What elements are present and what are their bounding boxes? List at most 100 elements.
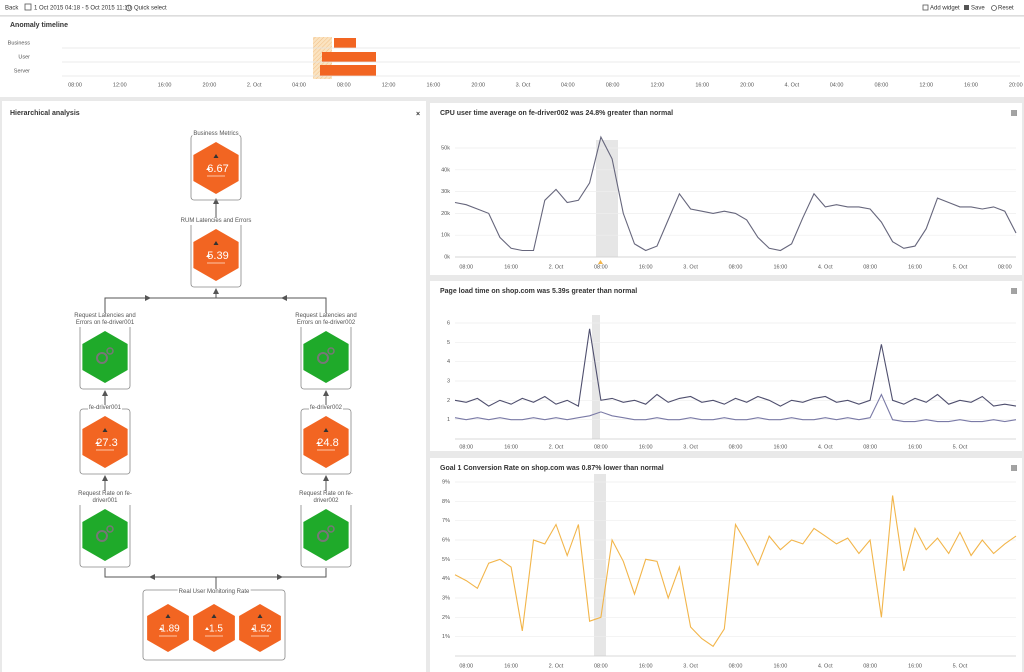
x-tick-label: 08:00 [998, 264, 1012, 270]
line [454, 393, 1017, 423]
date-range[interactable]: 1 Oct 2015 04:18 - 5 Oct 2015 11:10 [34, 6, 132, 12]
x-tick-label: 16:00 [908, 663, 922, 669]
hexagon [193, 229, 239, 281]
node-label: fe-driver001 [87, 405, 123, 412]
timeline-tick-label: 08:00 [875, 82, 889, 88]
hierarchy-title: Hierarchical analysis [10, 110, 80, 117]
x-tick-label: 08:00 [863, 264, 877, 270]
hexagon [303, 416, 349, 468]
hexagon [147, 604, 189, 652]
x-tick-label: 3. Oct [683, 663, 698, 669]
x-tick-label: 16:00 [639, 264, 653, 270]
timeline-tick-label: 20:00 [471, 82, 485, 88]
y-tick-label: 9% [442, 479, 450, 485]
timeline-tick-label: 3. Oct [516, 82, 531, 88]
gear-icon [327, 525, 335, 533]
x-tick-label: 16:00 [504, 444, 518, 450]
node-label: Request Rate on fe-driver001 [68, 491, 142, 505]
x-tick-label: 5. Oct [953, 663, 968, 669]
timeline-tick-label: 16:00 [427, 82, 441, 88]
anomaly-bar [320, 65, 376, 76]
reset-button[interactable]: Reset [998, 6, 1014, 12]
timeline-title: Anomaly timeline [10, 22, 68, 29]
chart-title: Goal 1 Conversion Rate on shop.com was 0… [440, 465, 664, 472]
y-tick-label: 40k [441, 167, 450, 173]
chart-panel [430, 281, 1022, 451]
clock-icon [125, 4, 133, 12]
x-tick-label: 16:00 [773, 264, 787, 270]
timeline-tick-label: 16:00 [695, 82, 709, 88]
x-tick-label: 2. Oct [549, 444, 564, 450]
up-icon [206, 254, 211, 257]
timeline-tick-label: 04:00 [561, 82, 575, 88]
add-widget[interactable]: Add widget [930, 6, 960, 12]
x-tick-label: 16:00 [639, 663, 653, 669]
warning-icon [211, 614, 217, 618]
y-tick-label: 2% [442, 615, 450, 621]
anomaly-band [596, 140, 618, 257]
chart-title: CPU user time average on fe-driver002 wa… [440, 110, 673, 117]
x-tick-label: 4. Oct [818, 264, 833, 270]
node-label: Request Latencies and Errors on fe-drive… [289, 313, 363, 327]
x-tick-label: 16:00 [908, 264, 922, 270]
x-tick-label: 08:00 [729, 663, 743, 669]
y-tick-label: 8% [442, 499, 450, 505]
timeline-tick-label: 12:00 [919, 82, 933, 88]
timeline-row-label: User [18, 54, 30, 60]
save-icon [964, 5, 969, 10]
y-tick-label: 4% [442, 576, 450, 582]
save-button[interactable]: Save [971, 6, 985, 12]
x-tick-label: 08:00 [729, 264, 743, 270]
x-tick-label: 3. Oct [683, 264, 698, 270]
warning-icon [213, 154, 219, 158]
gear-icon [96, 530, 108, 542]
x-tick-label: 4. Oct [818, 444, 833, 450]
gear-icon [317, 352, 329, 364]
x-tick-label: 08:00 [863, 663, 877, 669]
x-tick-label: 5. Oct [953, 444, 968, 450]
x-tick-label: 4. Oct [818, 663, 833, 669]
timeline-row-label: Server [14, 68, 30, 74]
x-tick-label: 16:00 [504, 663, 518, 669]
y-tick-label: 5 [447, 340, 450, 346]
up-icon [206, 167, 211, 170]
x-tick-label: 16:00 [773, 663, 787, 669]
line [454, 495, 1017, 648]
warning-icon [257, 614, 263, 618]
node-label: Request Latencies and Errors on fe-drive… [68, 313, 142, 327]
chart-title: Page load time on shop.com was 5.39s gre… [440, 288, 637, 295]
y-tick-label: 30k [441, 189, 450, 195]
x-tick-label: 16:00 [504, 264, 518, 270]
x-tick-label: 16:00 [639, 444, 653, 450]
quick-select[interactable]: Quick select [134, 6, 167, 12]
y-tick-label: 6% [442, 537, 450, 543]
x-tick-label: 08:00 [594, 444, 608, 450]
timeline-row-label: Business [8, 40, 31, 46]
y-tick-label: 3 [447, 378, 450, 384]
node-label: Business Metrics [192, 131, 240, 138]
back-button[interactable]: Back [5, 6, 19, 12]
hexagon [303, 331, 349, 383]
timeline-tick-label: 2. Oct [247, 82, 262, 88]
timeline-tick-label: 08:00 [337, 82, 351, 88]
node-label: Real User Monitoring Rate [177, 589, 251, 596]
gear-icon [106, 347, 114, 355]
up-icon [95, 441, 100, 444]
node-label: RUM Latencies and Errors [179, 218, 253, 225]
anomaly-marker [598, 260, 603, 264]
x-tick-label: 16:00 [773, 444, 787, 450]
node-value: 1.89 [160, 624, 180, 635]
anomaly-band [592, 315, 600, 439]
timeline-tick-label: 20:00 [203, 82, 217, 88]
close-button[interactable]: × [416, 111, 420, 118]
node-label: Request Rate on fe-driver002 [289, 491, 363, 505]
reset-icon [991, 5, 997, 11]
y-tick-label: 1% [442, 634, 450, 640]
add-icon [922, 4, 929, 11]
line [454, 328, 1017, 407]
y-tick-label: 3% [442, 595, 450, 601]
